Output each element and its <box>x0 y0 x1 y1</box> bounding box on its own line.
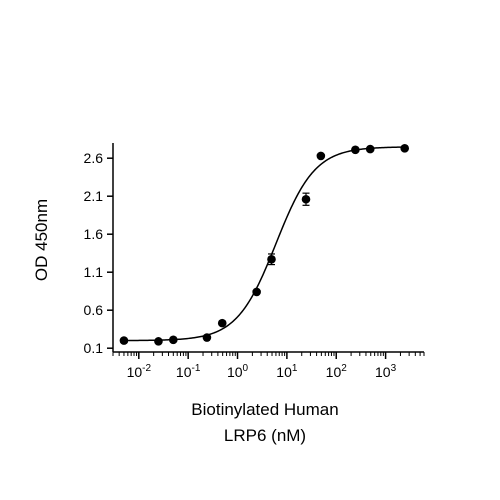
data-point <box>252 287 261 297</box>
x-tick-label-exponent: -2 <box>142 363 151 374</box>
x-tick-label: 10-1 <box>176 363 201 380</box>
data-point <box>316 151 326 161</box>
x-tick-label-exponent: 3 <box>391 363 397 374</box>
y-tick-label: 1.1 <box>84 264 104 280</box>
y-tick-label: 2.6 <box>84 150 104 166</box>
y-tick-label: 0.6 <box>84 302 104 318</box>
data-point <box>202 333 212 342</box>
plot-area <box>119 144 410 346</box>
y-tick-label: 1.6 <box>84 226 104 242</box>
x-axis-ticks: 10-2 10-1 100 101 102 103 <box>112 352 425 380</box>
x-tick-label-exponent: 1 <box>292 363 298 374</box>
data-point <box>267 254 276 264</box>
x-tick-label: 10-2 <box>127 363 152 380</box>
x-tick-label-base: 10 <box>127 364 143 380</box>
x-tick-label-exponent: 2 <box>341 363 347 374</box>
y-tick-label: 0.1 <box>84 340 104 356</box>
data-point <box>154 337 163 346</box>
data-point <box>365 144 375 154</box>
data-point <box>169 335 178 345</box>
data-point <box>301 194 311 204</box>
x-tick-label-base: 10 <box>375 364 391 380</box>
x-tick-label: 101 <box>276 363 298 380</box>
data-point <box>217 318 227 328</box>
fit-curve <box>123 146 405 342</box>
x-tick-label: 103 <box>375 363 397 380</box>
data-point <box>119 336 129 345</box>
y-axis-title: OD 450nm <box>32 199 51 281</box>
x-tick-label-exponent: -1 <box>192 363 201 374</box>
x-axis-title-line-1: Biotinylated Human <box>191 400 338 419</box>
x-tick-label-exponent: 0 <box>243 363 249 374</box>
x-tick-label-base: 10 <box>176 364 192 380</box>
x-tick-label: 102 <box>326 363 348 380</box>
x-tick-label-base: 10 <box>276 364 292 380</box>
y-tick-label: 2.1 <box>84 188 104 204</box>
x-axis-title-line-2: LRP6 (nM) <box>224 426 306 445</box>
y-axis-ticks: 0.1 0.6 1.1 1.6 2.1 2.6 <box>84 150 113 356</box>
x-tick-label-base: 10 <box>326 364 342 380</box>
data-point <box>351 145 360 155</box>
x-tick-label: 100 <box>227 363 249 380</box>
x-tick-label-base: 10 <box>227 364 243 380</box>
data-point <box>400 144 410 153</box>
